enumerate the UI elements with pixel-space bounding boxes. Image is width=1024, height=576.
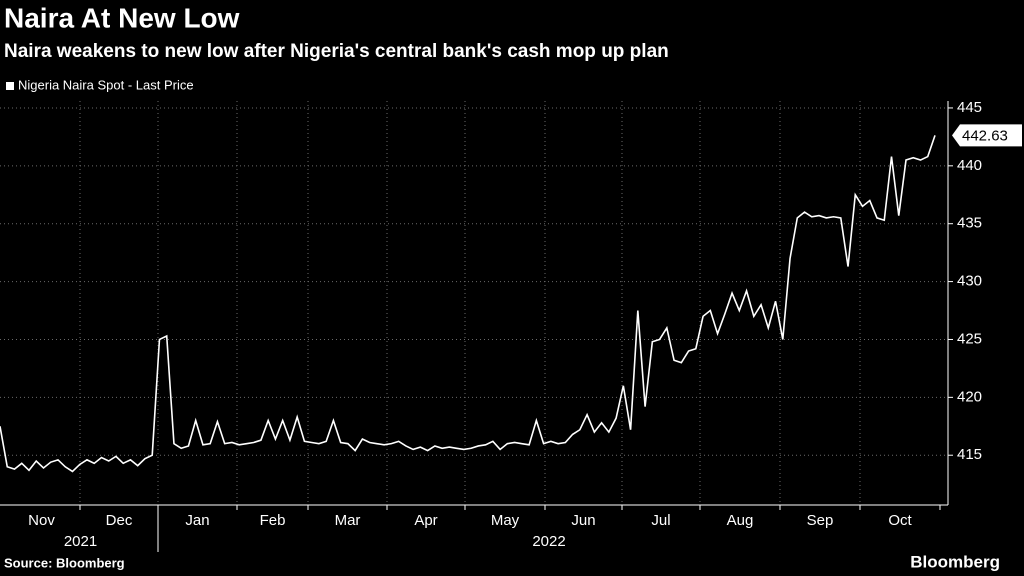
last-value-label: 442.63 <box>962 127 1008 144</box>
x-tick-label: Jul <box>651 512 670 529</box>
y-tick-label: 415 <box>957 446 982 463</box>
chart-subtitle: Naira weakens to new low after Nigeria's… <box>4 41 669 62</box>
chart-title: Naira At New Low <box>4 2 240 33</box>
x-tick-label: Dec <box>106 512 133 529</box>
x-tick-label: Oct <box>888 512 912 529</box>
brand: Bloomberg <box>910 552 1000 571</box>
source: Source: Bloomberg <box>4 555 125 570</box>
y-tick-label: 445 <box>957 99 982 116</box>
x-tick-label: Apr <box>414 512 437 529</box>
x-tick-label: Aug <box>727 512 754 529</box>
last-value-box <box>952 124 1022 147</box>
x-tick-label: Mar <box>335 512 361 529</box>
x-tick-label: Nov <box>28 512 55 529</box>
line <box>0 135 936 473</box>
year-label: 2021 <box>64 533 97 550</box>
y-tick-label: 425 <box>957 330 982 347</box>
y-tick-label: 440 <box>957 157 982 174</box>
y-tick-label: 430 <box>957 273 982 290</box>
y-tick-label: 435 <box>957 215 982 232</box>
legend-swatch <box>6 82 14 90</box>
x-tick-label: Sep <box>807 512 834 529</box>
x-tick-label: Jan <box>185 512 209 529</box>
x-tick-label: Jun <box>571 512 595 529</box>
x-tick-label: Feb <box>260 512 286 529</box>
y-tick-label: 420 <box>957 388 982 405</box>
year-label: 2022 <box>532 533 565 550</box>
x-tick-label: May <box>491 512 520 529</box>
legend-label: Nigeria Naira Spot - Last Price <box>18 77 194 92</box>
